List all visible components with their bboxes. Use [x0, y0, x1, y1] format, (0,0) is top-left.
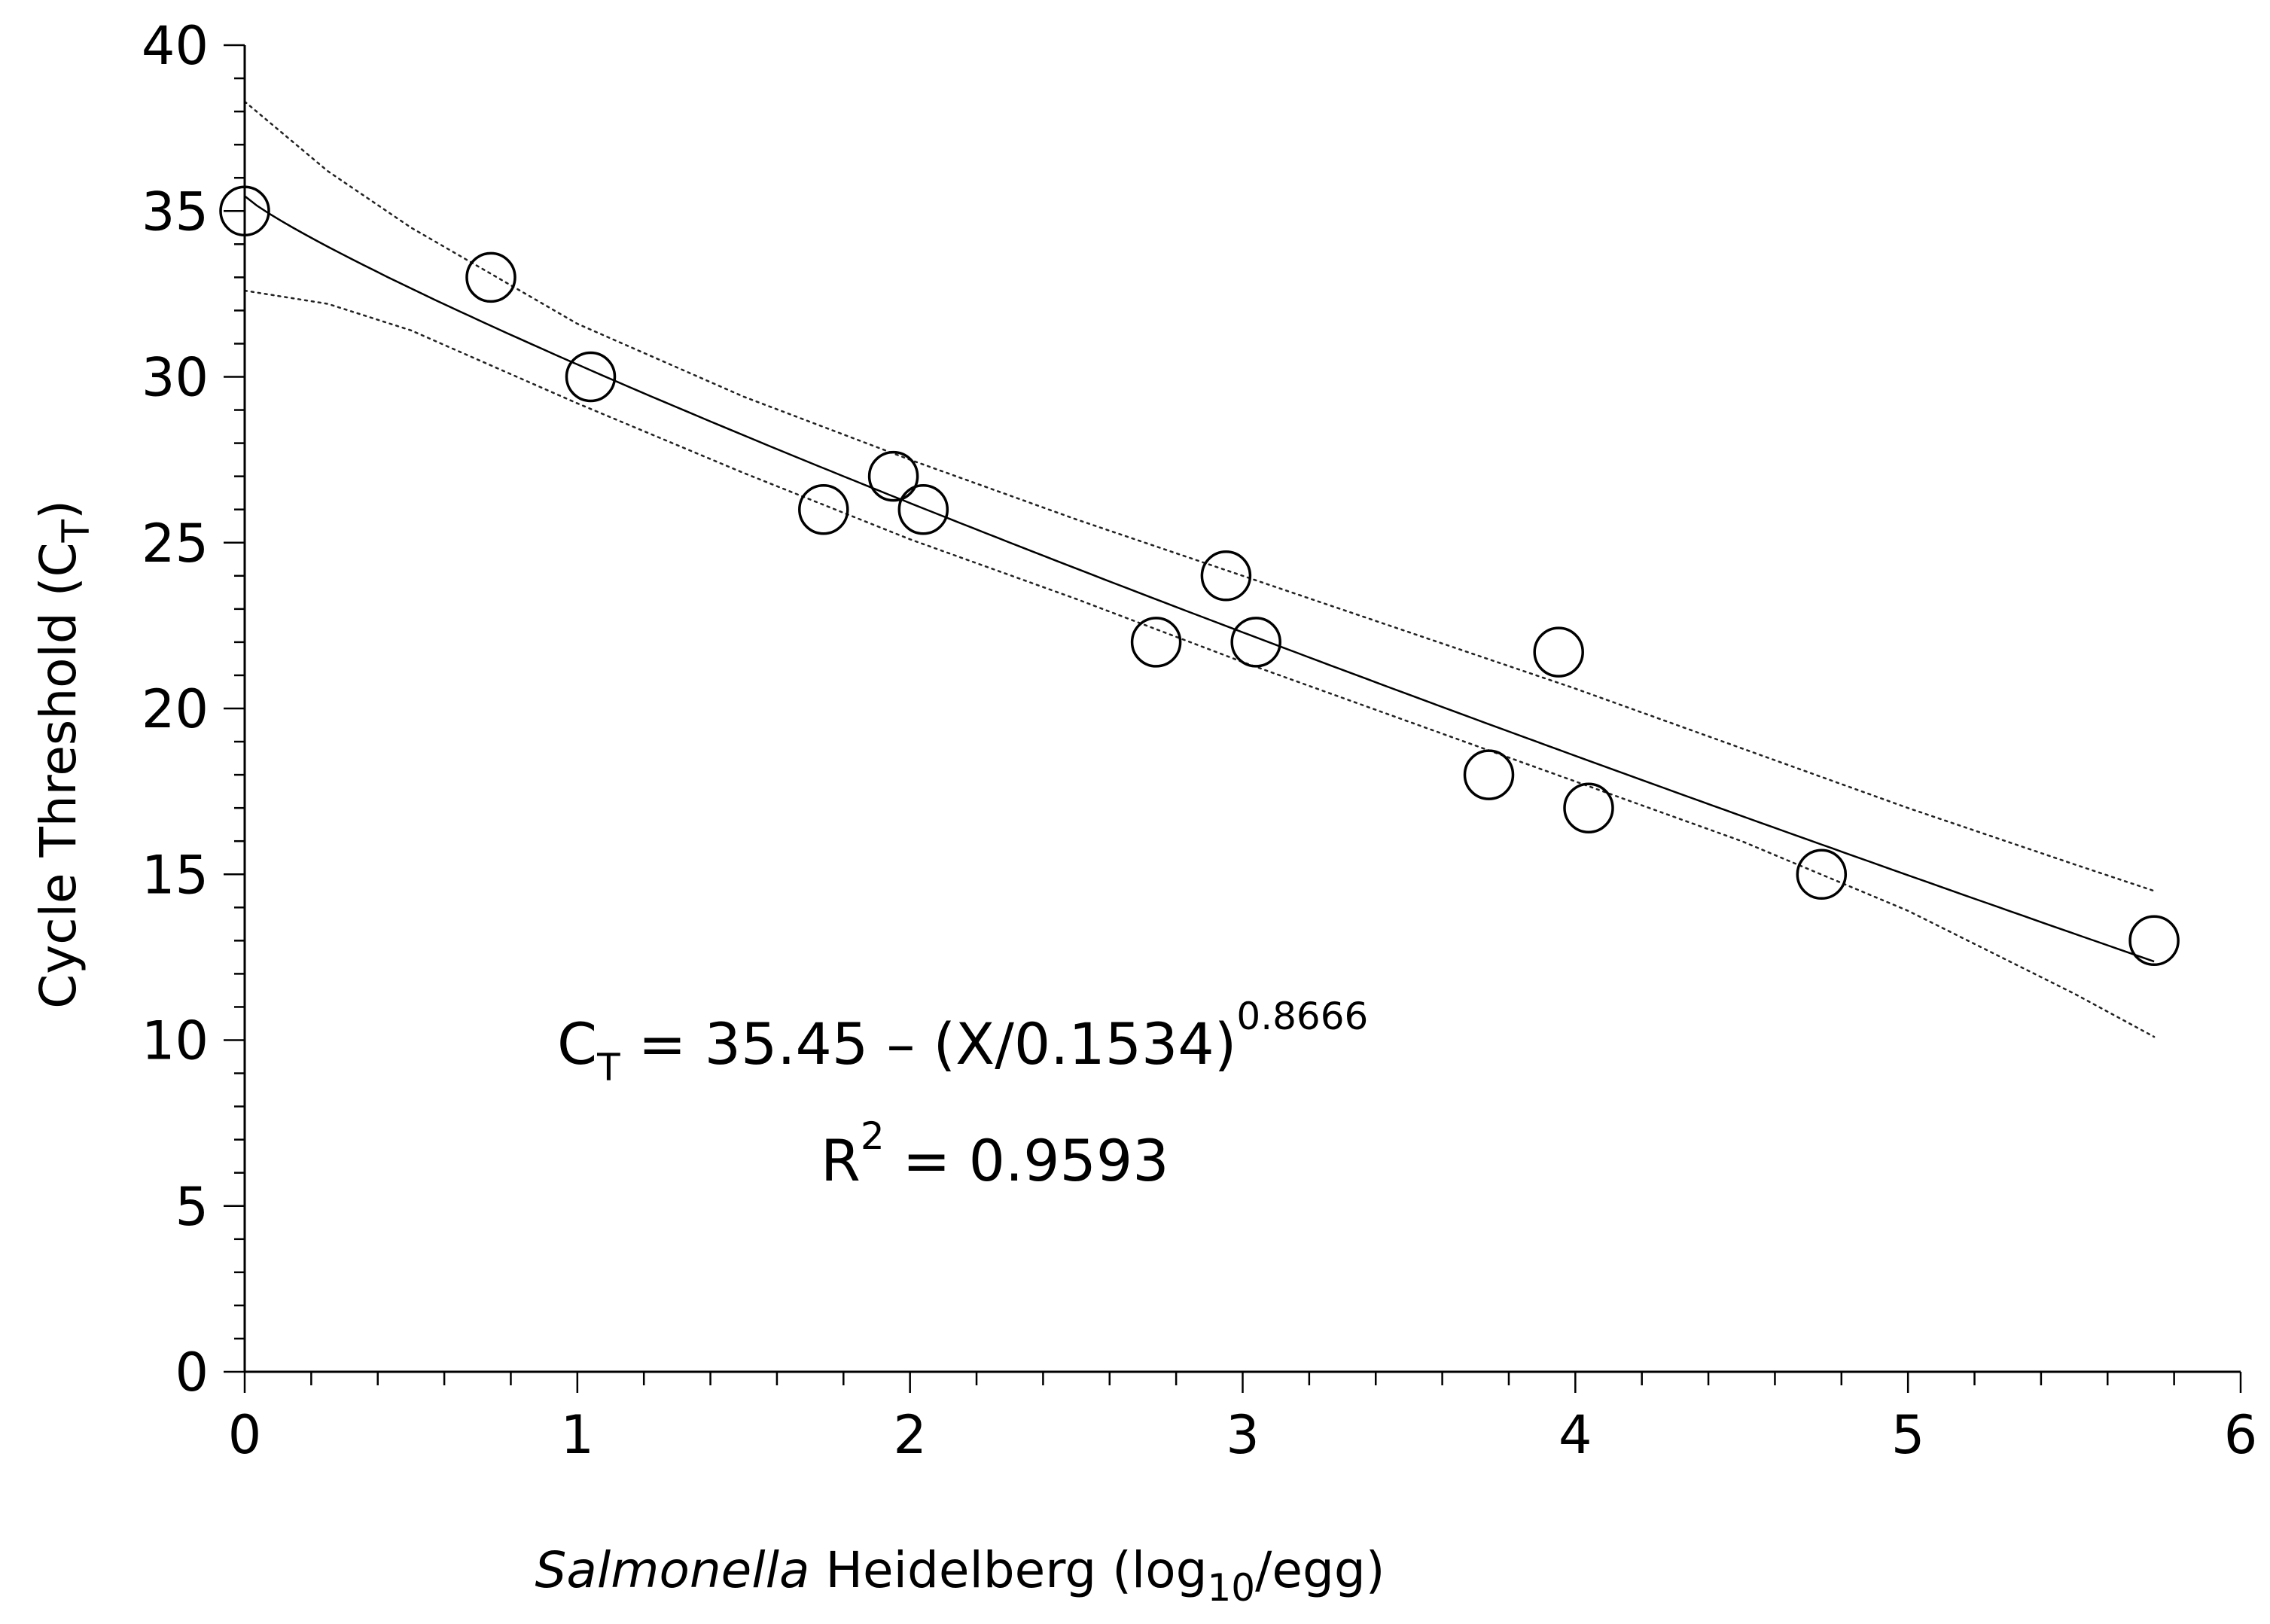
x-tick-label: 6: [2224, 1404, 2258, 1466]
data-points: [219, 185, 2180, 967]
data-point: [2128, 915, 2180, 967]
x-tick-label: 0: [228, 1404, 262, 1466]
axes: 0 1 2 3 4 5 6 0 5 10 15 20 25 30 35 40: [142, 15, 2257, 1466]
x-tick-label: 2: [893, 1404, 927, 1466]
x-tick-label: 1: [561, 1404, 595, 1466]
x-axis-label: Salmonella Heidelberg (log10/egg): [535, 1541, 1385, 1610]
data-point: [1463, 749, 1515, 800]
y-tick-label: 15: [142, 844, 209, 906]
data-point: [1796, 849, 1848, 900]
data-point: [798, 483, 849, 535]
fit-line: [244, 195, 2155, 963]
data-point: [565, 351, 617, 403]
y-tick-label: 20: [142, 678, 209, 740]
y-tick-label: 10: [142, 1010, 209, 1072]
x-tick-label: 3: [1226, 1404, 1260, 1466]
x-tick-label: 5: [1891, 1404, 1925, 1466]
data-point: [1563, 782, 1614, 833]
y-tick-label: 5: [175, 1176, 209, 1238]
data-point: [1230, 617, 1281, 668]
x-tick-label: 4: [1559, 1404, 1592, 1466]
data-point: [1200, 550, 1252, 602]
confidence-band: [243, 100, 2156, 1038]
data-point: [1130, 617, 1182, 668]
data-point: [1533, 626, 1584, 678]
y-tick-label: 25: [142, 513, 209, 574]
y-tick-label: 0: [175, 1342, 209, 1403]
data-point: [465, 251, 516, 303]
data-point: [867, 450, 919, 502]
upper-confidence-line: [243, 100, 2156, 892]
data-point: [897, 483, 949, 535]
y-tick-label: 30: [142, 347, 209, 409]
fit-equation: CT = 35.45 – (X/0.1534)0.8666: [557, 995, 1368, 1089]
lower-confidence-line: [243, 289, 2156, 1038]
y-tick-label: 35: [142, 181, 209, 242]
y-axis-label: Cycle Threshold (CT): [29, 500, 98, 1009]
y-tick-label: 40: [142, 15, 209, 77]
r-squared: R2 = 0.9593: [821, 1114, 1169, 1194]
fit-curve-group: [244, 195, 2155, 963]
